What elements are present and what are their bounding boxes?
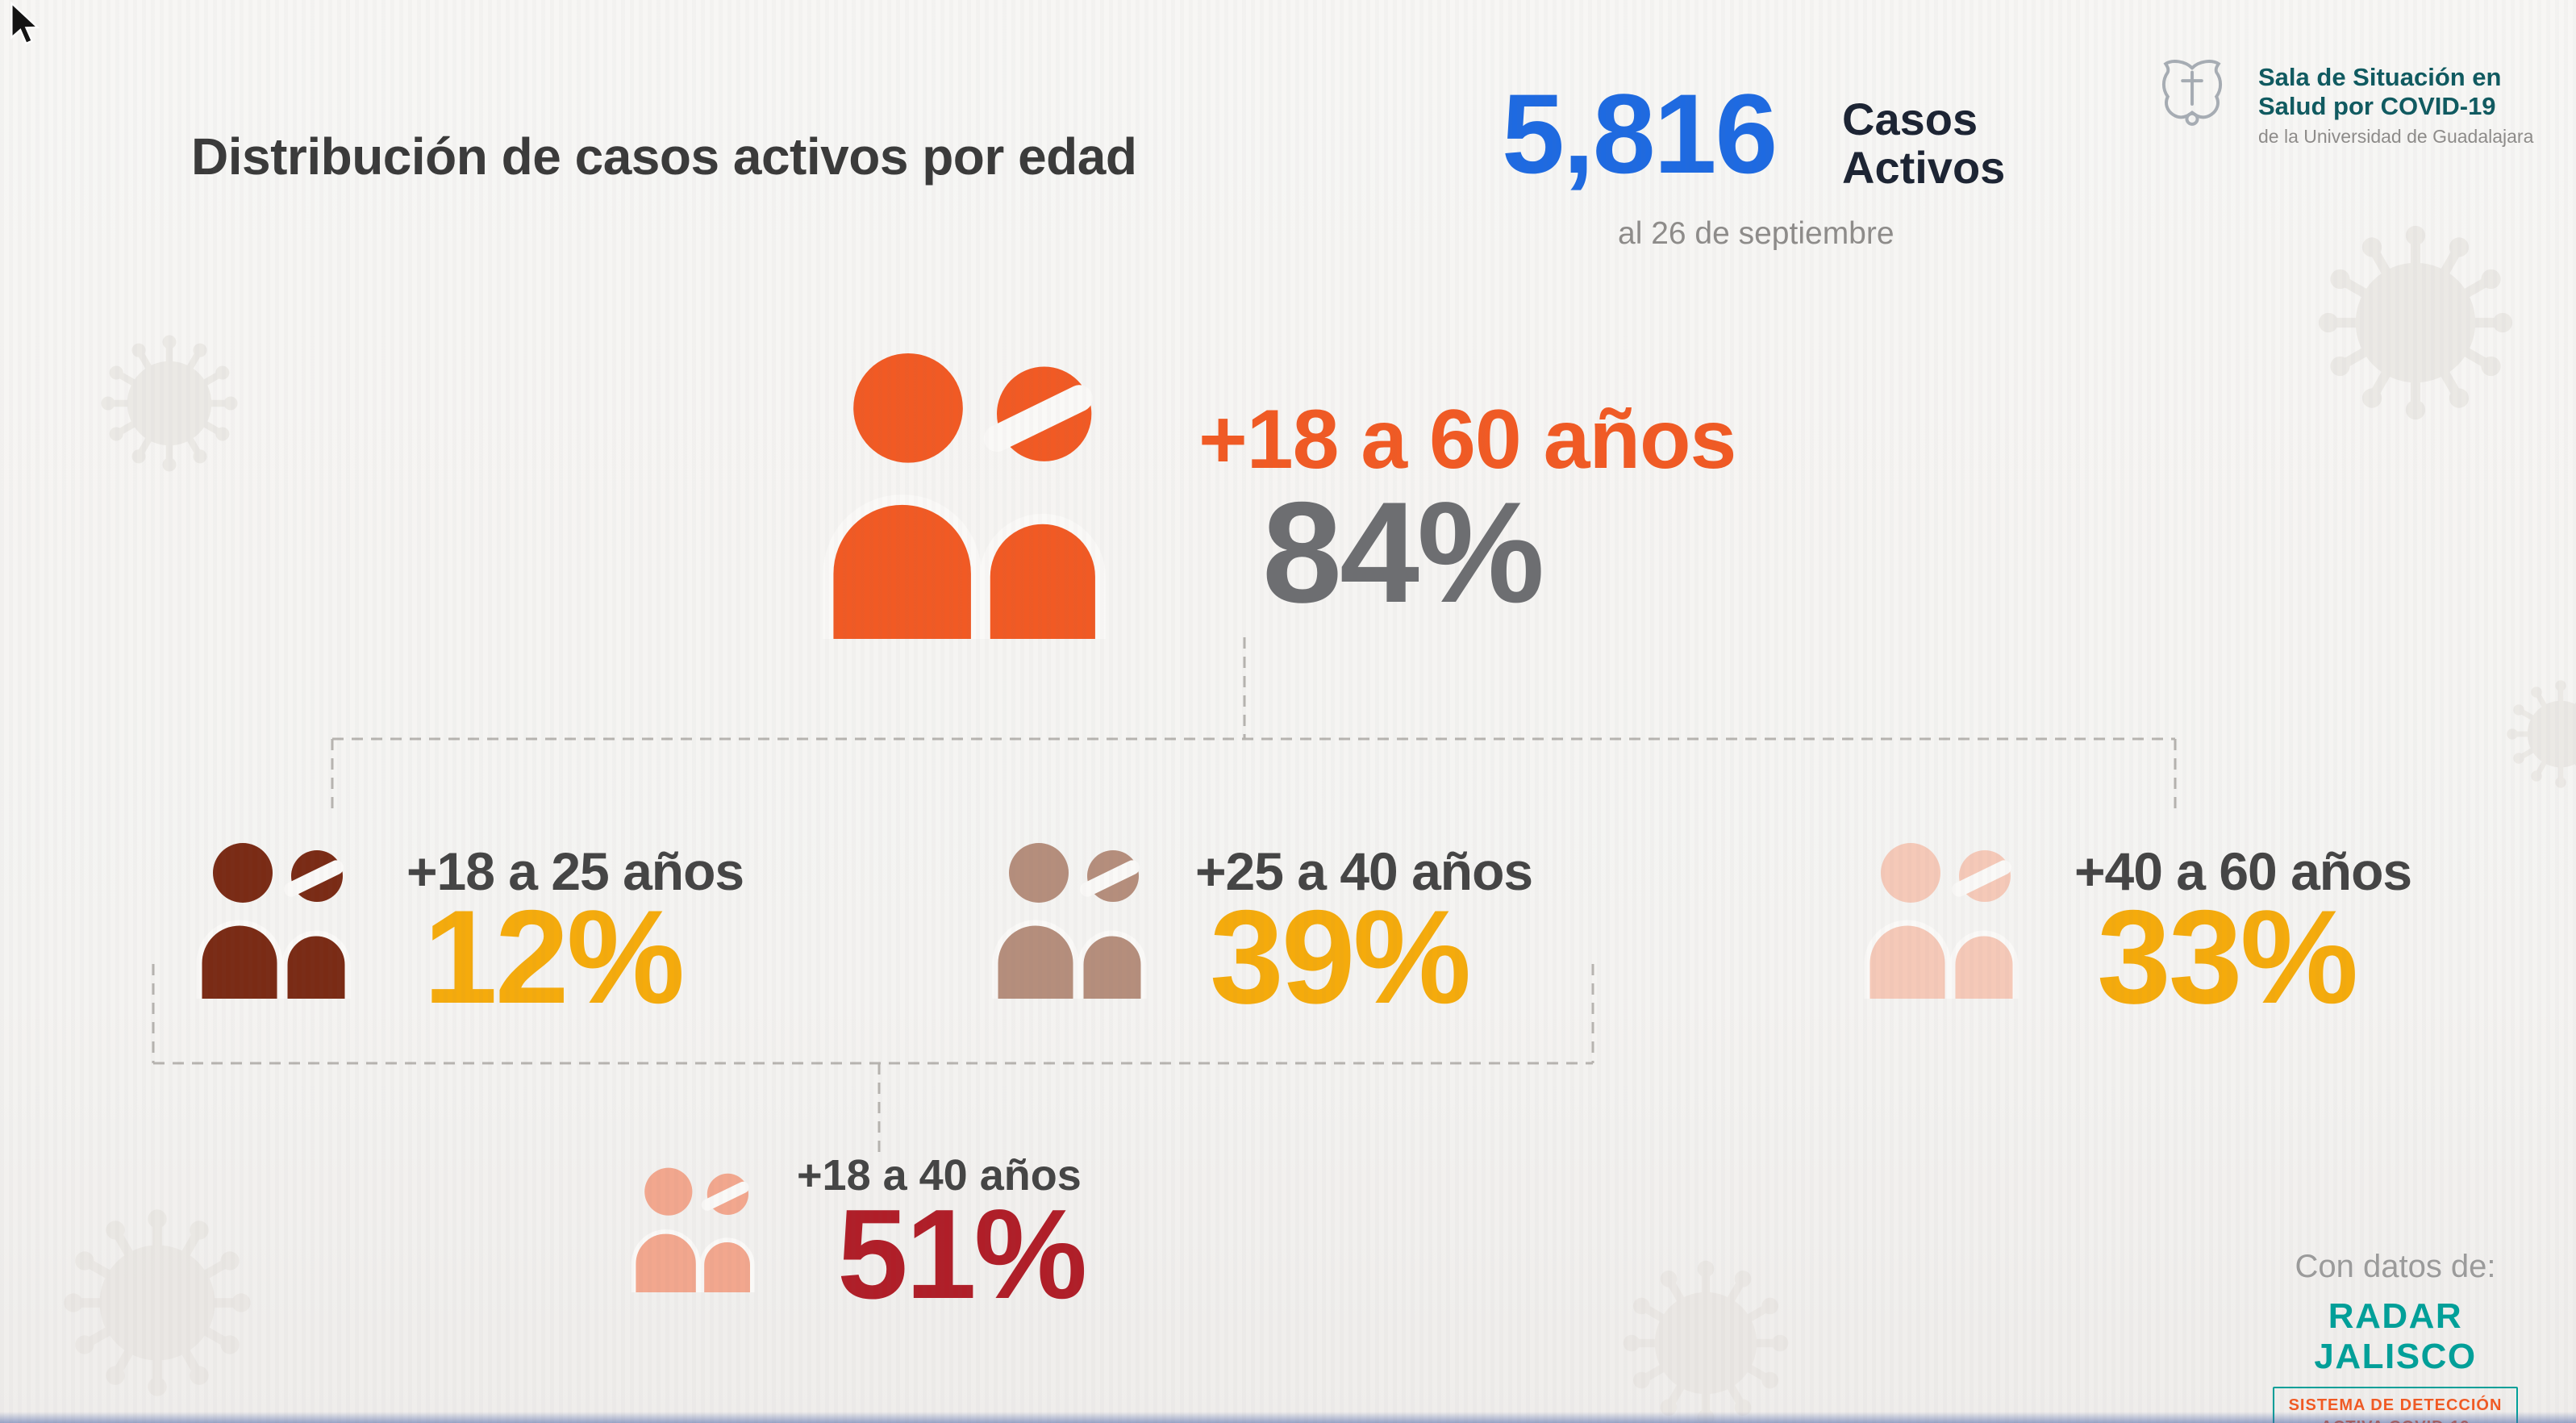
page-title: Distribución de casos activos por edad [191, 127, 1137, 186]
source-intro: Con datos de: [2295, 1249, 2496, 1284]
people-pair-icon-25-40 [992, 843, 1147, 999]
people-pair-icon-40-60 [1864, 843, 2019, 999]
active-cases-label: Casos Activos [1842, 94, 2006, 194]
org-name-line2: Salud por COVID-19 [2258, 91, 2496, 120]
active-cases-value: 5,816 [1502, 70, 1778, 197]
people-pair-icon-18-25 [196, 843, 351, 999]
source-name: RADAR JALISCO [2314, 1296, 2477, 1376]
age-range-18-40: +18 a 40 años [797, 1151, 1082, 1200]
age-range-25-40: +25 a 40 años [1195, 841, 1533, 901]
age-range-18-25: +18 a 25 años [406, 841, 744, 901]
percent-40-60: 33% [2097, 883, 2358, 1031]
age-range-main: +18 a 60 años [1198, 393, 1736, 486]
org-block: Sala de Situación en Salud por COVID-19 … [2258, 63, 2533, 148]
source-badge-line1: SISTEMA DE DETECCIÓN [2288, 1396, 2503, 1414]
screen-edge-glow [0, 1412, 2576, 1423]
active-cases-label-line2: Activos [1842, 142, 2006, 194]
people-pair-icon-main [823, 353, 1106, 639]
org-subtitle: de la Universidad de Guadalajara [2258, 125, 2534, 147]
percent-main: 84% [1262, 472, 1544, 632]
university-crest-icon [2161, 60, 2223, 126]
org-name-line1: Sala de Situación en [2258, 63, 2502, 91]
percent-18-25: 12% [423, 883, 685, 1031]
percent-25-40: 39% [1210, 883, 1471, 1031]
mouse-cursor-icon [10, 2, 40, 45]
active-cases-date: al 26 de septiembre [1618, 216, 1894, 251]
data-source-block: Con datos de: RADAR JALISCO SISTEMA DE D… [2250, 1249, 2541, 1423]
people-pair-icon-18-40 [631, 1167, 755, 1292]
percent-18-40: 51% [837, 1183, 1087, 1325]
age-range-40-60: +40 a 60 años [2074, 841, 2412, 901]
active-cases-label-line1: Casos [1842, 94, 1978, 144]
